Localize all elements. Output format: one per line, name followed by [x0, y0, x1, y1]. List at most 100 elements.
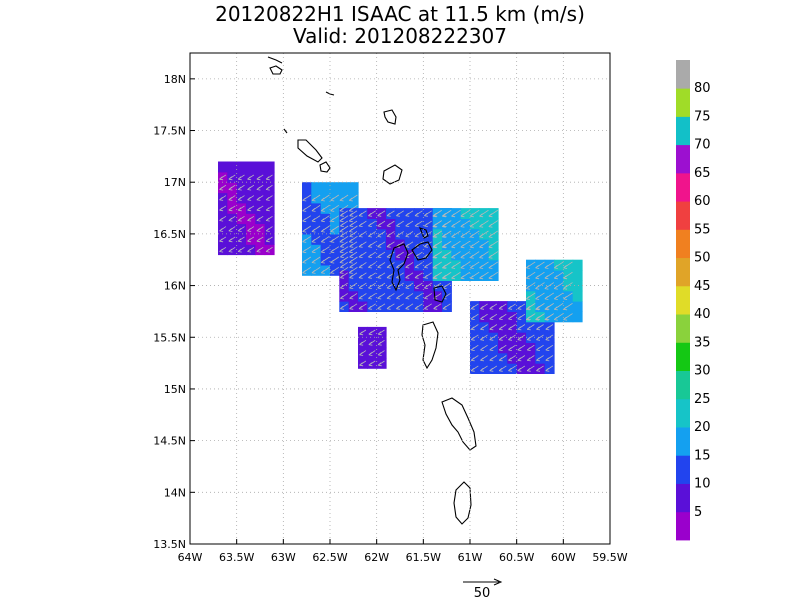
wind-vector: [311, 204, 321, 212]
wind-vector: [330, 235, 340, 243]
wind-vector: [311, 246, 321, 254]
wind-speed-cell: [376, 218, 387, 230]
wind-vector: [377, 360, 385, 367]
wind-vector: [451, 261, 461, 269]
wind-vector: [414, 303, 423, 310]
wind-vector: [311, 235, 321, 243]
wind-vector: [256, 184, 264, 191]
wind-vector: [368, 262, 376, 269]
wind-speed-cell: [404, 301, 415, 312]
colorbar-swatch: [676, 314, 690, 343]
wind-speed-cell: [348, 301, 359, 312]
wind-speed-cell: [348, 259, 359, 271]
wind-vector: [414, 293, 423, 300]
wind-speed-cell: [516, 311, 527, 323]
wind-speed-cell: [516, 363, 527, 374]
wind-vector: [377, 262, 386, 269]
wind-vector: [228, 236, 236, 243]
wind-vector: [563, 292, 573, 300]
wind-vector: [247, 205, 255, 212]
wind-speed-cell: [432, 290, 443, 302]
vector-reference: 50: [463, 578, 503, 600]
wind-speed-cell: [404, 290, 415, 302]
wind-vector: [349, 303, 358, 310]
wind-vector: [525, 292, 536, 300]
wind-speed-cell: [320, 202, 331, 214]
wind-vector: [377, 220, 386, 227]
wind-vector: [488, 220, 499, 228]
wind-vector: [479, 271, 489, 280]
colorbar-swatch: [676, 483, 690, 513]
wind-speed-cell: [320, 233, 331, 245]
wind-vector: [489, 324, 498, 331]
wind-speed-cell: [479, 208, 490, 219]
wind-speed-cell: [320, 254, 331, 266]
wind-vector: [256, 205, 264, 212]
wind-vector: [302, 194, 312, 202]
wind-vector: [377, 303, 386, 310]
wind-vector: [368, 251, 376, 258]
wind-speed-cell: [236, 223, 247, 235]
wind-speed-cell: [376, 347, 387, 359]
wind-vector: [517, 324, 526, 331]
wind-vector: [311, 225, 321, 233]
wind-speed-cell: [432, 228, 443, 240]
wind-speed-cell: [479, 239, 490, 250]
wind-vector: [219, 174, 227, 181]
island-outline: [269, 65, 283, 75]
wind-speed-cell: [572, 280, 583, 292]
wind-vector: [349, 272, 358, 279]
wind-vector: [563, 313, 573, 321]
wind-vector: [396, 231, 404, 238]
wind-speed-cell: [376, 337, 387, 349]
y-tick-label: 16.5N: [153, 228, 186, 241]
wind-speed-cell: [264, 161, 275, 173]
y-tick-label: 13.5N: [153, 538, 186, 551]
wind-speed-cell: [498, 321, 508, 333]
wind-vector: [553, 292, 564, 300]
wind-speed-cell: [432, 301, 443, 312]
wind-speed-cell: [320, 264, 331, 276]
wind-vector: [320, 266, 330, 274]
wind-vector: [348, 194, 358, 202]
wind-vector: [349, 262, 358, 269]
wind-vector: [265, 215, 273, 222]
wind-vector: [424, 220, 432, 227]
wind-vector: [460, 240, 471, 249]
wind-vector: [535, 261, 545, 269]
wind-vector: [237, 226, 245, 232]
colorbar-label: 35: [694, 335, 711, 350]
wind-vector: [368, 210, 376, 217]
wind-vector: [563, 271, 573, 280]
wind-vector: [545, 365, 554, 372]
wind-vector: [302, 246, 312, 254]
wind-vector: [237, 205, 245, 212]
wind-speed-cell: [376, 249, 387, 261]
wind-vector: [469, 209, 480, 218]
wind-vector: [460, 220, 471, 228]
wind-speed-cell: [302, 182, 312, 194]
colorbar-label: 45: [694, 279, 711, 294]
wind-speed-cell: [470, 239, 480, 250]
wind-speed-cell: [488, 363, 499, 374]
wind-vector: [414, 262, 423, 269]
wind-speed-cell: [516, 342, 527, 354]
y-tick-label: 15N: [164, 383, 186, 396]
wind-speed-cell: [236, 233, 247, 245]
wind-vector: [377, 339, 385, 346]
wind-vector: [237, 184, 245, 191]
colorbar-label: 65: [694, 166, 711, 181]
wind-speed-cell: [544, 301, 555, 312]
wind-speed-cell: [488, 332, 499, 343]
reference-label: 50: [474, 586, 491, 600]
wind-vector: [368, 293, 376, 300]
wind-vector: [330, 215, 340, 223]
colorbar-swatch: [676, 427, 690, 456]
wind-vector: [256, 226, 264, 232]
x-axis: 64W 63.5W 63W 62.5W 62W 61.5W 61W 60.5W 60W 59.5W: [178, 539, 628, 564]
wind-speed-cell: [236, 182, 247, 194]
colorbar-swatch: [676, 285, 690, 315]
island-outline: [297, 139, 323, 163]
wind-speed-cell: [264, 244, 275, 256]
plot-frame: [189, 52, 611, 545]
